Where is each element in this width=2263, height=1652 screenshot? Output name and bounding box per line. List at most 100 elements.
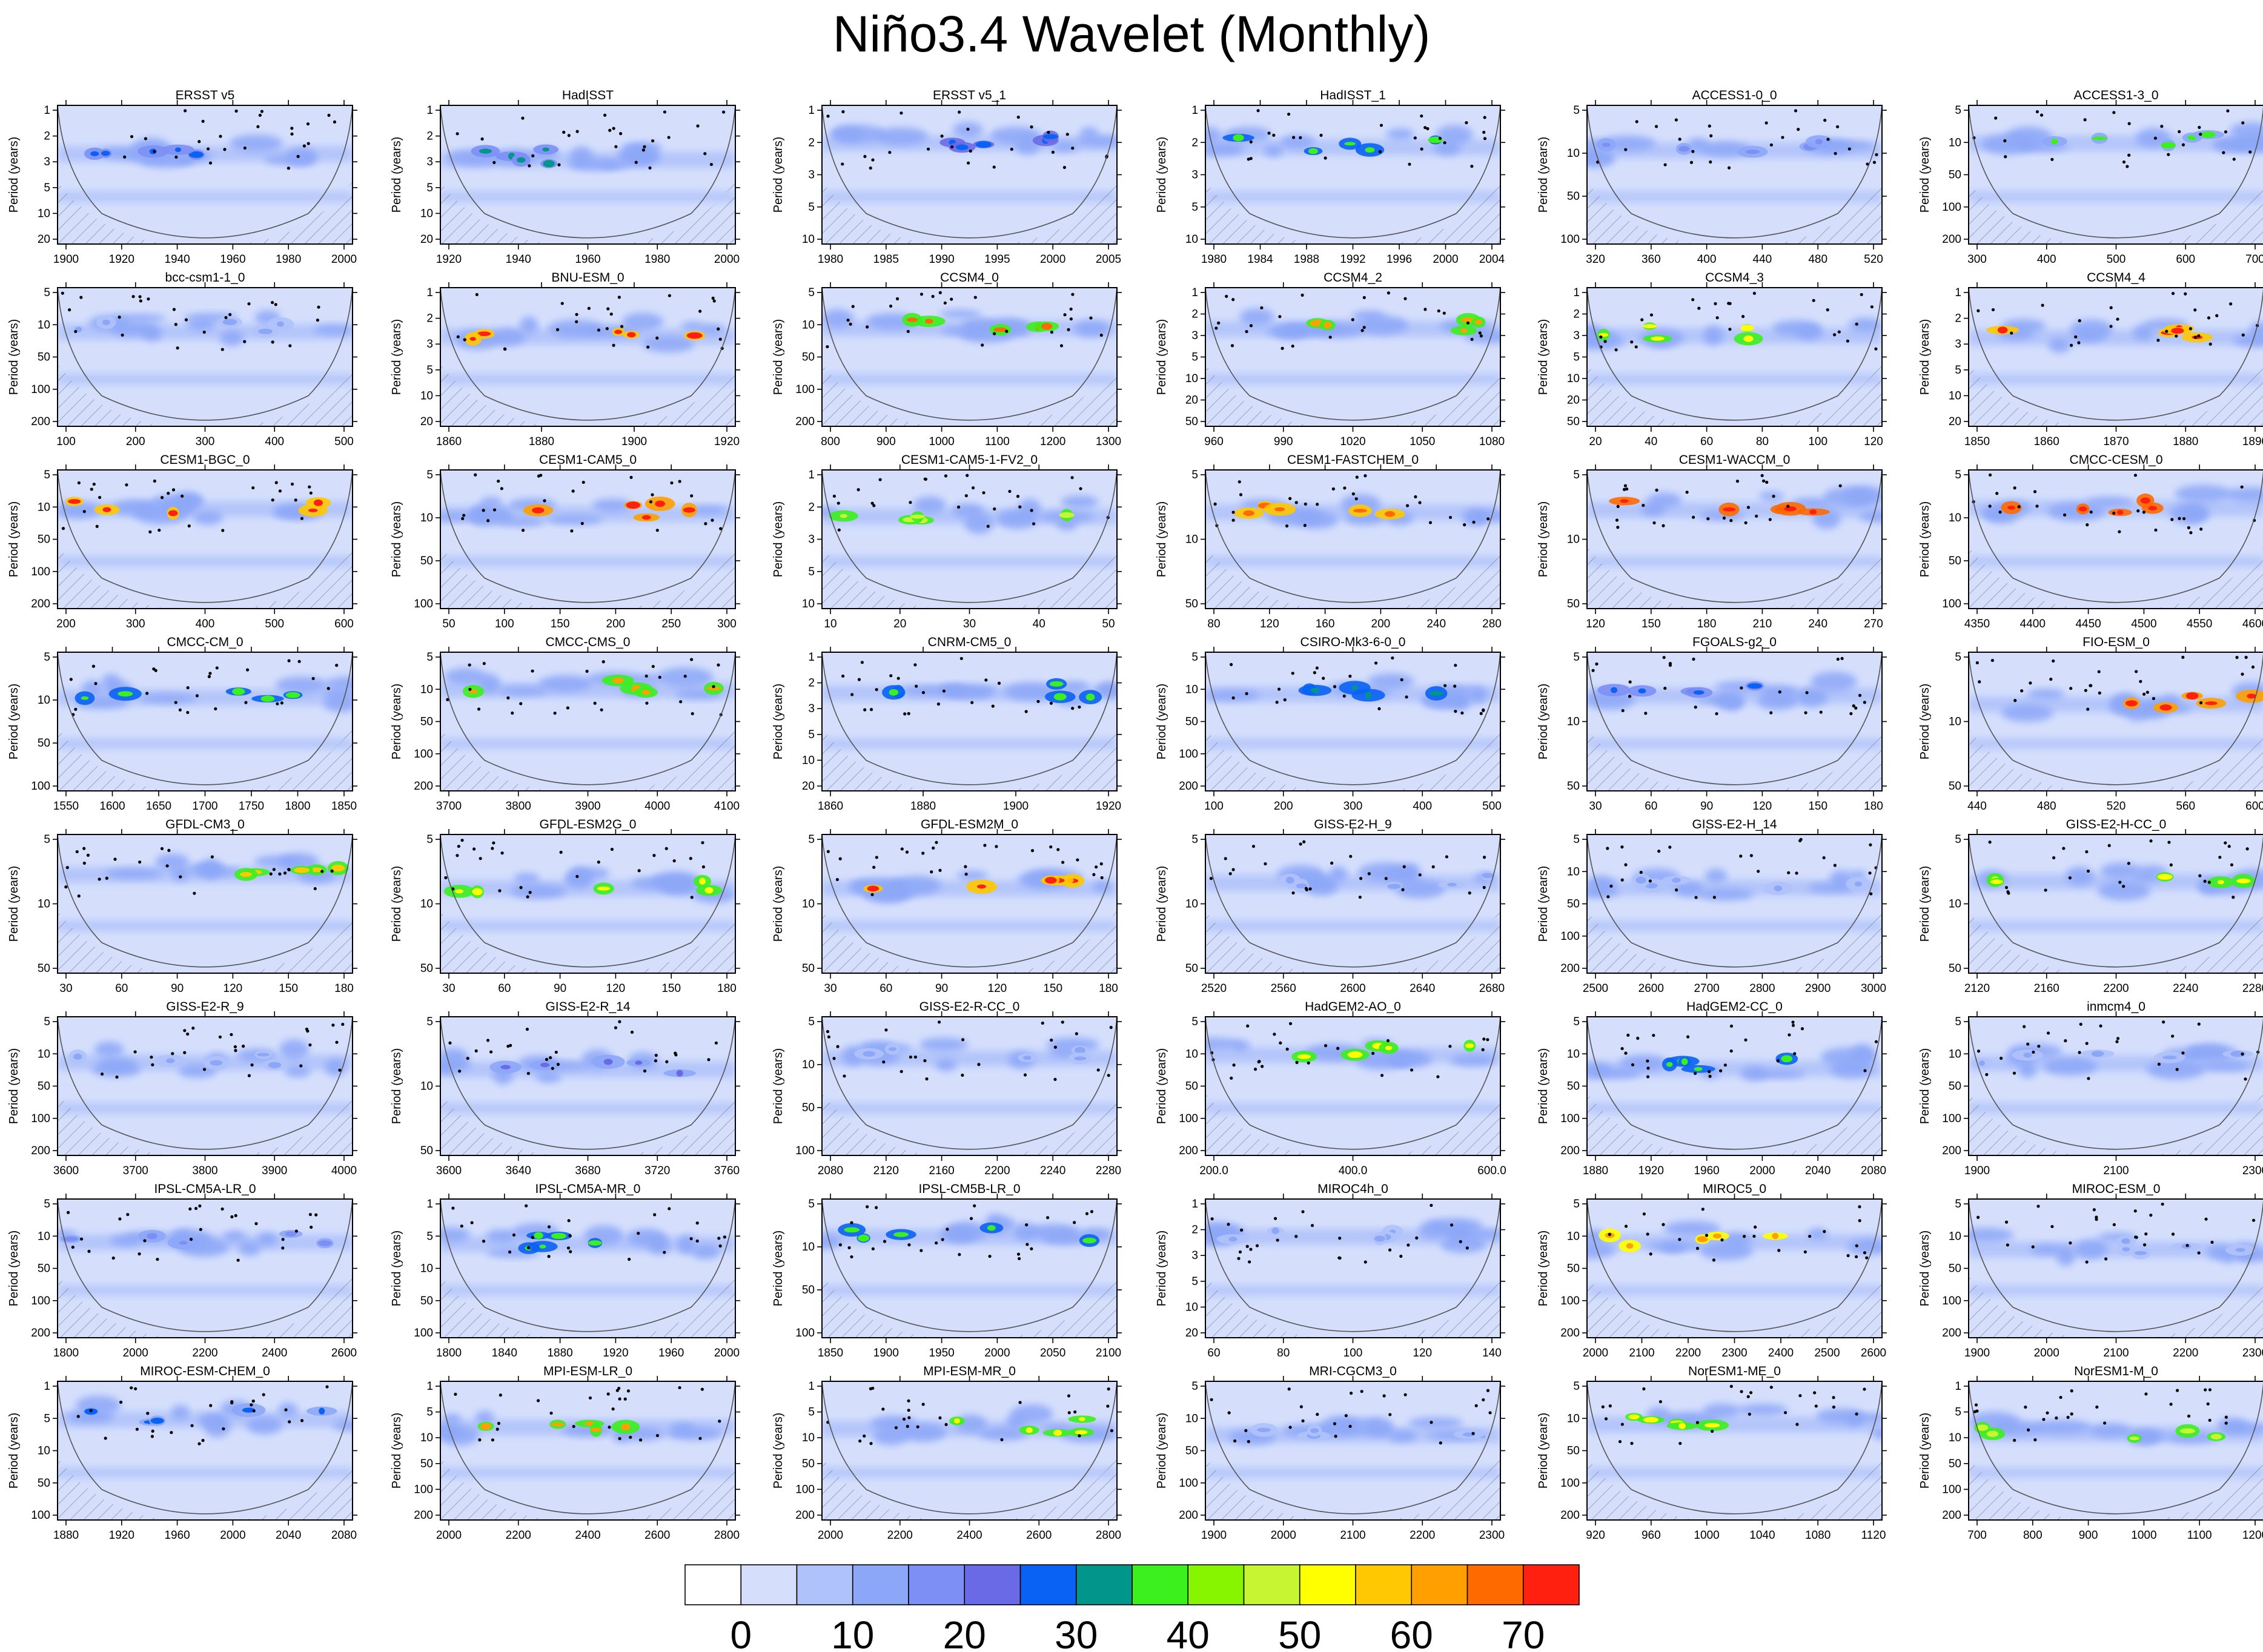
x-tick-label: 90 [554, 982, 566, 995]
panel-title: FGOALS-g2_0 [1692, 635, 1777, 649]
x-tick-label: 2900 [1805, 982, 1831, 995]
x-tick-label: 2400 [956, 1529, 982, 1542]
y-tick-label: 5 [1955, 104, 1961, 117]
x-tick-label: 2160 [929, 1165, 954, 1177]
panel-title: CESM1-CAM5_0 [539, 453, 637, 467]
x-tick-label: 200 [1371, 618, 1391, 630]
plot-area [440, 1017, 735, 1155]
x-tick-label: 2004 [1479, 253, 1505, 266]
y-axis-label: Period (years) [1537, 1413, 1550, 1489]
y-tick-label: 5 [1191, 1380, 1198, 1393]
x-tick-label: 2080 [818, 1165, 843, 1177]
plot-area [1587, 1017, 1882, 1155]
y-tick-label: 50 [1949, 780, 1961, 793]
x-tick-label: 2100 [1340, 1529, 1365, 1542]
colorbar-swatch [1355, 1564, 1413, 1605]
y-tick-label: 20 [38, 233, 50, 246]
y-tick-label: 50 [1185, 598, 1198, 610]
wavelet-panel: CESM1-CAM5-1-FV2_0 1 2 3 5 10 Period (years) 10… [772, 453, 1122, 630]
x-tick-label: 2100 [2103, 1165, 2129, 1177]
y-tick-label: 200 [1560, 1145, 1580, 1157]
x-tick-label: 800 [821, 435, 840, 448]
x-tick-label: 2000 [1749, 1165, 1775, 1177]
y-axis-label: Period (years) [7, 866, 21, 942]
panel-title: IPSL-CM5B-LR_0 [918, 1182, 1020, 1196]
x-tick-label: 2500 [1583, 982, 1608, 995]
y-tick-label: 2 [808, 501, 815, 514]
x-tick-label: 20 [893, 618, 906, 630]
y-tick-label: 5 [426, 1230, 433, 1243]
y-tick-label: 50 [38, 534, 50, 546]
y-tick-label: 50 [420, 1458, 433, 1470]
y-tick-label: 5 [1191, 469, 1198, 481]
wavelet-panel: FIO-ESM_0 5 10 50 Period (years) 440 480 520 560… [1918, 635, 2263, 813]
panel-title: MIROC4h_0 [1317, 1182, 1388, 1196]
x-tick-label: 1880 [1583, 1165, 1608, 1177]
y-tick-label: 3 [808, 534, 815, 546]
x-tick-label: 1880 [529, 435, 554, 448]
y-tick-label: 5 [1573, 1380, 1580, 1393]
y-tick-label: 10 [420, 1263, 433, 1275]
y-tick-label: 200 [1942, 233, 1961, 246]
x-tick-label: 100 [1204, 800, 1224, 813]
colorbar-swatch [1132, 1564, 1189, 1605]
x-tick-label: 3720 [644, 1165, 670, 1177]
y-tick-label: 200 [31, 1145, 50, 1157]
wavelet-panel: MPI-ESM-LR_0 1 5 10 50 100 200 Period (years) 20… [390, 1364, 740, 1542]
panel-title: CESM1-FASTCHEM_0 [1287, 453, 1419, 467]
y-tick-label: 10 [38, 1445, 50, 1458]
wavelet-panel: CESM1-FASTCHEM_0 5 10 50 Period (years) 80 120… [1155, 453, 1505, 630]
panel-title: GISS-E2-R-CC_0 [919, 1000, 1020, 1014]
panel-title: GISS-E2-R_14 [545, 1000, 630, 1014]
y-tick-label: 5 [44, 651, 50, 664]
x-tick-label: 1900 [53, 253, 79, 266]
x-tick-label: 2600 [1861, 1347, 1886, 1360]
x-tick-label: 2080 [1861, 1165, 1886, 1177]
y-tick-label: 50 [802, 1458, 815, 1470]
plot-area [1969, 1381, 2263, 1520]
x-tick-label: 1988 [1294, 253, 1319, 266]
y-tick-label: 10 [1949, 1048, 1961, 1060]
wavelet-panel: GFDL-ESM2M_0 5 10 50 Period (years) 30 60 90 120… [772, 818, 1122, 995]
panel-title: MIROC-ESM-CHEM_0 [140, 1364, 270, 1378]
x-tick-label: 4450 [2075, 618, 2101, 630]
y-tick-label: 10 [1949, 136, 1961, 149]
y-tick-label: 10 [1567, 1230, 1580, 1243]
x-tick-label: 400.0 [1339, 1165, 1368, 1177]
y-axis-label: Period (years) [1537, 501, 1550, 578]
x-tick-label: 150 [1808, 800, 1827, 813]
x-tick-label: 2000 [1433, 253, 1458, 266]
y-tick-label: 5 [426, 1016, 433, 1028]
wavelet-panel: ERSST v5 1 2 3 5 10 20 Period (years) 1900 1920 19… [7, 88, 357, 266]
y-axis-label: Period (years) [1537, 137, 1550, 213]
y-tick-label: 5 [426, 469, 433, 481]
y-axis-label: Period (years) [1918, 319, 1932, 395]
panel-title: IPSL-CM5A-MR_0 [535, 1182, 641, 1196]
y-tick-label: 1 [1191, 104, 1198, 117]
y-tick-label: 50 [802, 962, 815, 975]
y-axis-label: Period (years) [772, 501, 785, 578]
x-tick-label: 480 [1808, 253, 1827, 266]
x-tick-label: 1100 [985, 435, 1010, 448]
x-tick-label: 2520 [1201, 982, 1227, 995]
x-tick-label: 440 [1967, 800, 1987, 813]
y-tick-label: 10 [1567, 534, 1580, 546]
x-tick-label: 700 [1967, 1529, 1987, 1542]
y-tick-label: 10 [802, 898, 815, 911]
x-tick-label: 20 [1589, 435, 1602, 448]
y-tick-label: 1 [1191, 286, 1198, 299]
y-tick-label: 10 [1567, 865, 1580, 878]
x-tick-label: 2100 [1096, 1347, 1121, 1360]
y-tick-label: 5 [1955, 1406, 1961, 1419]
x-tick-label: 2800 [714, 1529, 740, 1542]
y-tick-label: 200 [31, 598, 50, 610]
wavelet-panel: MRI-CGCM3_0 5 10 50 100 200 Period (years) 1900… [1155, 1364, 1505, 1542]
y-tick-label: 50 [420, 716, 433, 729]
y-axis-label: Period (years) [1155, 1413, 1168, 1489]
wavelet-panel: IPSL-CM5B-LR_0 5 10 50 100 Period (years) 1850… [772, 1182, 1122, 1360]
x-tick-label: 2200 [887, 1529, 913, 1542]
x-tick-label: 2100 [2103, 1347, 2129, 1360]
y-axis-label: Period (years) [1537, 866, 1550, 942]
y-tick-label: 5 [44, 1198, 50, 1211]
x-tick-label: 1985 [873, 253, 899, 266]
